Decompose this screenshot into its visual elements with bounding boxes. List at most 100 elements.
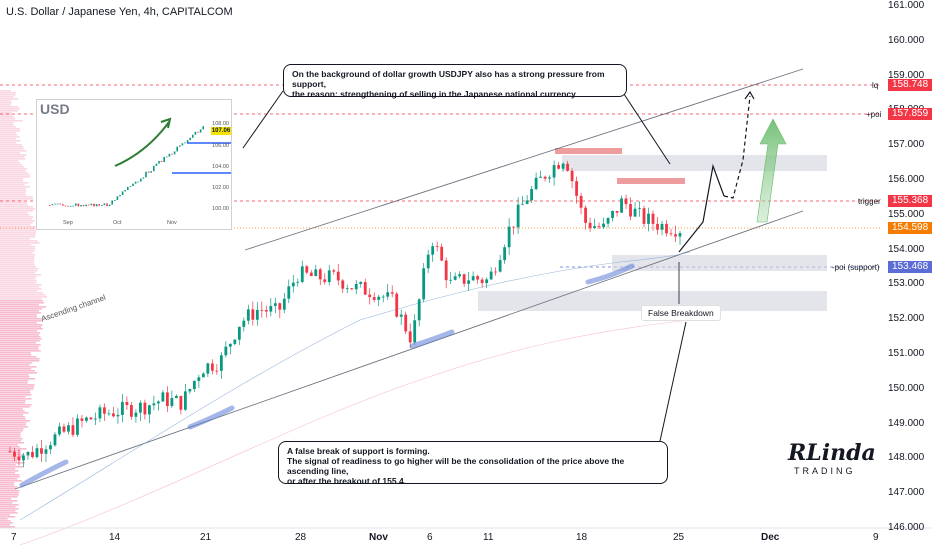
inset-tick-1: 108.00 xyxy=(212,121,229,127)
volume-profile-bar xyxy=(0,320,42,322)
candle-body xyxy=(467,280,471,284)
bullish-arrow xyxy=(756,118,787,223)
volume-profile-bar xyxy=(0,504,19,506)
inset-candle xyxy=(111,200,113,205)
inset-candle xyxy=(93,203,95,207)
volume-profile-bar xyxy=(0,380,29,382)
volume-profile-bar xyxy=(0,254,36,256)
top-annotation-line-1: On the background of dollar growth USDJP… xyxy=(292,69,605,89)
volume-profile-bar xyxy=(0,408,23,410)
candle-body xyxy=(548,177,551,179)
candle-body xyxy=(341,280,345,289)
volume-profile-bar xyxy=(0,510,16,512)
candle-body xyxy=(251,309,255,320)
candle-body xyxy=(390,292,394,294)
volume-profile-bar xyxy=(0,106,19,108)
candle-body xyxy=(494,271,498,273)
volume-profile-bar xyxy=(0,192,26,194)
inset-candle xyxy=(194,131,197,135)
volume-profile-bar xyxy=(0,482,15,484)
volume-profile-bar xyxy=(0,184,25,186)
inset-candle xyxy=(127,186,129,191)
candle-body xyxy=(147,405,151,415)
inset-tick-5: 100.00 xyxy=(212,206,229,212)
inset-candle xyxy=(173,151,176,155)
volume-profile-bar xyxy=(0,272,36,274)
candle-body xyxy=(435,246,439,247)
volume-profile-bar xyxy=(0,424,26,426)
volume-profile-bar xyxy=(0,480,23,482)
candle-body xyxy=(273,303,277,306)
candle-body xyxy=(71,425,75,435)
candle-body xyxy=(525,200,529,204)
inset-candle xyxy=(64,205,67,207)
inset-candle xyxy=(189,137,191,141)
candle-body xyxy=(579,195,583,208)
volume-profile-bar xyxy=(0,472,16,474)
bottom-annotation-line-1: A false break of support is forming. xyxy=(287,446,430,456)
projection-path xyxy=(678,90,787,253)
candle-body xyxy=(615,210,619,213)
pointer-top-left xyxy=(242,90,284,149)
volume-profile-bar xyxy=(0,340,40,342)
volume-profile-bar xyxy=(0,186,31,188)
volume-profile-bar xyxy=(0,168,28,170)
inset-candles xyxy=(49,126,204,207)
projection-solid xyxy=(678,163,725,253)
volume-profile-bar xyxy=(0,210,34,212)
volume-profile-bar xyxy=(0,296,47,298)
volume-profile-bar xyxy=(0,374,29,376)
volume-profile-bar xyxy=(0,522,13,524)
candle-body xyxy=(575,181,578,196)
candle-body xyxy=(350,288,354,290)
volume-profile-bar xyxy=(0,262,35,264)
volume-profile-bar xyxy=(0,406,30,408)
volume-profile-bar xyxy=(0,274,42,276)
volume-profile-bar xyxy=(0,348,39,350)
trigger-label: trigger xyxy=(858,197,881,206)
volume-profile-bar xyxy=(0,402,26,404)
poi-support-label: -poi (support) xyxy=(832,263,880,272)
zones xyxy=(478,148,827,311)
inset-candle xyxy=(49,205,51,206)
candle-body xyxy=(408,331,412,343)
volume-profile-bar xyxy=(0,486,18,488)
x-tick: 7 xyxy=(11,532,17,543)
inset-candle xyxy=(59,203,61,205)
candle-body xyxy=(507,226,511,248)
lq-label: lq xyxy=(872,81,879,90)
y-tick: 146.000 xyxy=(888,522,925,533)
volume-profile-bar xyxy=(0,338,42,340)
logo-main: RLinda xyxy=(788,440,876,466)
volume-profile-bar xyxy=(0,224,31,226)
volume-profile-bar xyxy=(0,438,23,440)
volume-profile-bar xyxy=(0,128,20,130)
inset-candle xyxy=(103,203,106,206)
volume-profile-bar xyxy=(0,448,27,450)
volume-profile-bar xyxy=(0,478,18,480)
volume-profile-bar xyxy=(0,378,36,380)
candle-body xyxy=(58,426,61,435)
candle-body xyxy=(31,451,34,458)
volume-profile-bar xyxy=(0,228,36,230)
candle-body xyxy=(85,417,88,421)
inset-candle xyxy=(106,203,108,207)
volume-profile-bar xyxy=(0,386,35,388)
candle-body xyxy=(206,363,210,374)
candle-body xyxy=(107,413,111,415)
candle-body xyxy=(516,204,520,228)
candle-body xyxy=(413,320,417,343)
volume-profile-bar xyxy=(0,252,33,254)
candle-body xyxy=(318,269,322,280)
volume-profile-bar xyxy=(0,470,19,472)
candle-body xyxy=(336,271,340,281)
volume-profile-bar xyxy=(0,216,34,218)
inset-chart xyxy=(49,117,231,207)
volume-profile-bar xyxy=(0,116,15,118)
volume-profile-bar xyxy=(0,358,40,360)
inset-candle xyxy=(168,153,171,157)
candle-body xyxy=(210,363,214,371)
candle-body xyxy=(404,314,408,332)
candle-body xyxy=(152,403,156,406)
